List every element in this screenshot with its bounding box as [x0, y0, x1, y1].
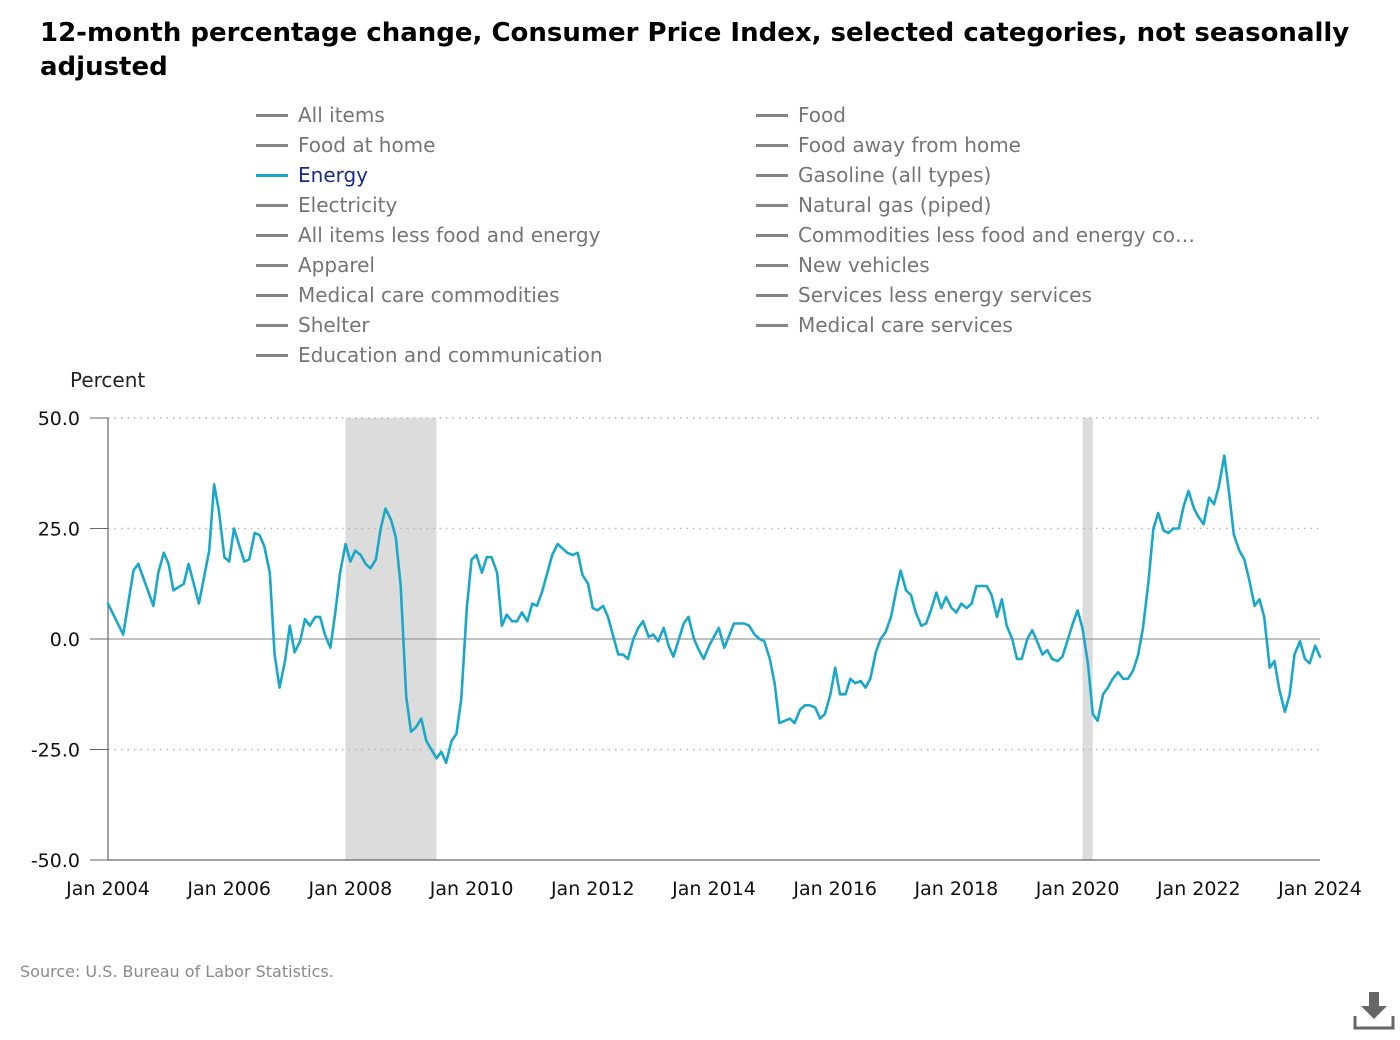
x-tick-label: Jan 2020	[1035, 878, 1120, 900]
y-tick-label: 50.0	[38, 408, 80, 430]
y-tick-label: -50.0	[31, 850, 80, 872]
legend-label: Shelter	[298, 313, 370, 337]
legend-label: Commodities less food and energy com…	[798, 223, 1198, 247]
legend-label: Energy	[298, 163, 369, 187]
legend-swatch	[256, 293, 288, 297]
x-tick-label: Jan 2016	[792, 878, 877, 900]
legend-item-shelter[interactable]: Shelter	[256, 310, 756, 340]
legend: All items Food Food at home Food away from …	[256, 100, 1236, 370]
legend-label: Natural gas (piped)	[798, 193, 992, 217]
legend-item-services-less-energy-services[interactable]: Services less energy services	[756, 280, 1236, 310]
legend-swatch	[256, 263, 288, 267]
legend-item-gasoline-all-types[interactable]: Gasoline (all types)	[756, 160, 1236, 190]
legend-label: Food at home	[298, 133, 436, 157]
legend-swatch	[756, 113, 788, 117]
legend-label: Medical care commodities	[298, 283, 560, 307]
legend-label: Services less energy services	[798, 283, 1092, 307]
y-tick-label: 0.0	[50, 629, 80, 651]
legend-swatch	[756, 173, 788, 177]
legend-swatch	[756, 233, 788, 237]
y-axis-label: Percent	[70, 368, 146, 392]
legend-item-medical-care-commodities[interactable]: Medical care commodities	[256, 280, 756, 310]
y-tick-label: 25.0	[38, 519, 80, 541]
legend-item-medical-care-services[interactable]: Medical care services	[756, 310, 1236, 340]
legend-swatch	[756, 143, 788, 147]
line-chart: 50.0 25.0 0.0 -25.0 -50.0 Jan 2004 Jan 2006 Jan…	[31, 408, 1362, 900]
legend-item-all-items-less-food-and-energy[interactable]: All items less food and energy	[256, 220, 756, 250]
legend-item-electricity[interactable]: Electricity	[256, 190, 756, 220]
legend-item-food[interactable]: Food	[756, 100, 1236, 130]
source-note: Source: U.S. Bureau of Labor Statistics.	[20, 962, 334, 981]
legend-swatch	[256, 323, 288, 327]
legend-item-all-items[interactable]: All items	[256, 100, 756, 130]
legend-label: Food away from home	[798, 133, 1021, 157]
x-tick-label: Jan 2012	[550, 878, 635, 900]
legend-label: Apparel	[298, 253, 375, 277]
y-tick-label: -25.0	[31, 740, 80, 762]
legend-label: Electricity	[298, 193, 398, 217]
legend-swatch	[256, 233, 288, 237]
legend-swatch	[756, 323, 788, 327]
legend-item-commodities-less-food-and-energy-com[interactable]: Commodities less food and energy com…	[756, 220, 1236, 250]
legend-item-education-and-communication[interactable]: Education and communication	[256, 340, 756, 370]
legend-swatch	[256, 173, 288, 177]
legend-label: New vehicles	[798, 253, 930, 277]
legend-item-energy[interactable]: Energy	[256, 160, 756, 190]
legend-swatch	[256, 143, 288, 147]
legend-label: Gasoline (all types)	[798, 163, 992, 187]
legend-swatch	[756, 293, 788, 297]
legend-label: All items	[298, 103, 385, 127]
x-tick-label: Jan 2008	[308, 878, 393, 900]
legend-item-food-at-home[interactable]: Food at home	[256, 130, 756, 160]
legend-label: Education and communication	[298, 343, 603, 367]
x-tick-label: Jan 2004	[65, 878, 150, 900]
x-tick-label: Jan 2010	[429, 878, 514, 900]
legend-swatch	[256, 353, 288, 357]
legend-label: Medical care services	[798, 313, 1013, 337]
download-icon	[1353, 992, 1395, 1030]
legend-item-new-vehicles[interactable]: New vehicles	[756, 250, 1236, 280]
legend-item-apparel[interactable]: Apparel	[256, 250, 756, 280]
legend-item-food-away-from-home[interactable]: Food away from home	[756, 130, 1236, 160]
chart-title: 12-month percentage change, Consumer Pri…	[40, 18, 1350, 82]
legend-swatch	[756, 263, 788, 267]
legend-swatch	[256, 113, 288, 117]
legend-label: All items less food and energy	[298, 223, 601, 247]
download-button[interactable]	[1352, 990, 1396, 1034]
series-line-energy	[106, 454, 1322, 765]
legend-label: Food	[798, 103, 846, 127]
x-tick-label: Jan 2024	[1277, 878, 1362, 900]
legend-swatch	[256, 203, 288, 207]
x-tick-label: Jan 2022	[1156, 878, 1241, 900]
legend-swatch	[756, 203, 788, 207]
x-tick-label: Jan 2018	[914, 878, 999, 900]
x-tick-label: Jan 2006	[186, 878, 271, 900]
x-tick-label: Jan 2014	[671, 878, 756, 900]
legend-item-natural-gas-piped[interactable]: Natural gas (piped)	[756, 190, 1236, 220]
